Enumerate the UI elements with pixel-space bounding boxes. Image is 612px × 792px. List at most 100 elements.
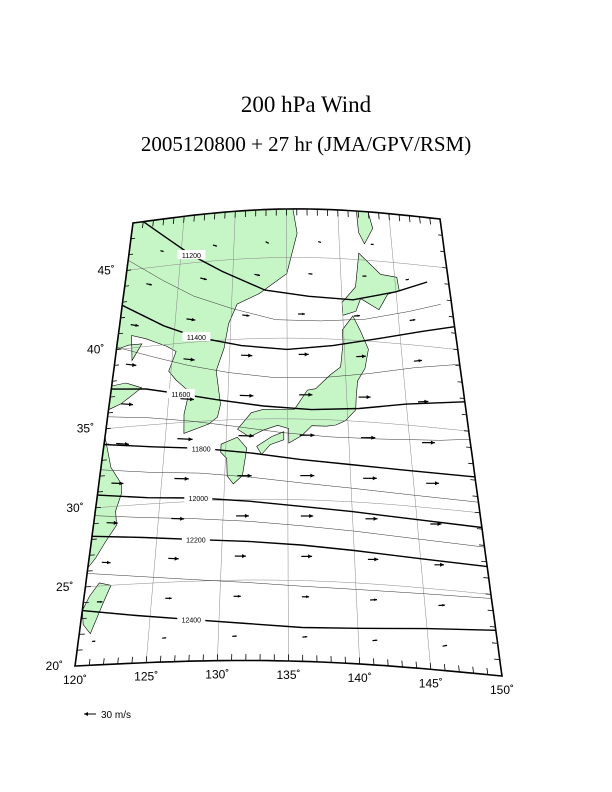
wind-vector-head	[309, 514, 314, 518]
tick	[476, 528, 483, 530]
tick	[439, 218, 442, 226]
wind-vector-head	[418, 359, 422, 363]
tick	[472, 495, 478, 497]
meridian-line	[217, 211, 236, 661]
lat-label: 30˚	[66, 501, 83, 515]
tick	[162, 218, 165, 226]
scale-label: 30 m/s	[101, 710, 131, 721]
tick	[388, 213, 390, 221]
contour-label-bg	[177, 614, 206, 624]
tick	[472, 666, 474, 674]
tick	[494, 658, 500, 661]
wind-vector-head	[190, 357, 195, 362]
tick	[126, 269, 132, 271]
contour-label-bg	[166, 388, 195, 398]
lon-label: 145˚	[419, 676, 443, 690]
wind-vector-head	[308, 554, 313, 559]
tick	[491, 642, 498, 644]
tick	[415, 661, 417, 669]
lon-label: 130˚	[205, 668, 229, 682]
wind-vector-head	[149, 283, 152, 286]
tick	[103, 658, 105, 665]
lon-label: 150˚	[490, 683, 514, 697]
tick	[489, 626, 496, 628]
contour-label: 11200	[182, 253, 201, 260]
land-shikoku	[256, 431, 285, 455]
wind-vector-head	[407, 278, 409, 281]
wind-vector-head	[237, 594, 241, 598]
minor-contour	[127, 259, 441, 322]
wind-vector-head	[124, 442, 129, 446]
wind-vector-head	[442, 603, 445, 607]
wind-vector-head	[319, 241, 321, 243]
wind-vector-head	[191, 317, 196, 322]
tick	[130, 237, 136, 240]
contour-label: 12400	[182, 618, 202, 625]
minor-contour	[116, 346, 460, 378]
meridian-line	[286, 208, 289, 662]
scale-arrow-head	[84, 712, 88, 716]
minor-contour	[100, 469, 479, 503]
lon-label: 135˚	[276, 668, 300, 682]
tick	[444, 664, 446, 671]
contour-line	[91, 535, 488, 568]
tick	[485, 593, 491, 595]
land-hokkaido	[341, 252, 400, 316]
wind-vector-head	[249, 433, 254, 438]
lat-label: 35˚	[77, 422, 94, 436]
height-contours: 11200 11400 11600 11800 12000 12200 12400	[82, 214, 496, 631]
meridian-line	[337, 209, 360, 665]
wind-vector-head	[247, 473, 252, 478]
wind-vector-head	[215, 245, 217, 247]
wind-vector-head	[361, 354, 366, 359]
tick	[398, 214, 401, 222]
wind-vector-head	[203, 277, 207, 281]
tick	[88, 658, 91, 666]
wind-vector-head	[374, 598, 377, 602]
wind-vector-head	[132, 363, 137, 367]
tick	[486, 668, 489, 675]
wind-vector-head	[119, 481, 124, 486]
wind-vector-head	[242, 554, 246, 559]
tick	[470, 479, 476, 481]
tick	[481, 560, 487, 563]
wind-vector-head	[164, 637, 167, 639]
wind-vector-head	[302, 312, 305, 316]
map-subtitle: 2005120800 + 27 hr (JMA/GPV/RSM)	[140, 132, 472, 156]
tick	[124, 285, 130, 287]
lat-label: 20˚	[46, 659, 63, 673]
wind-vectors	[92, 241, 448, 647]
wind-vector-head	[372, 476, 377, 481]
wind-vector-head	[364, 275, 367, 277]
wind-vector-head	[310, 473, 315, 478]
contour-line	[103, 443, 476, 478]
parallel-line	[126, 257, 447, 271]
minor-contour	[94, 515, 485, 548]
wind-vector-head	[435, 481, 439, 486]
contour-line	[121, 304, 455, 351]
vector-scale: 30 m/s	[84, 710, 131, 721]
wind-vector-head	[174, 556, 179, 561]
wind-vector-head	[135, 323, 139, 327]
wind-vector-head	[375, 639, 378, 642]
tick	[132, 222, 138, 224]
lat-label: 45˚	[97, 264, 114, 278]
land-china-coast	[87, 436, 122, 569]
wind-vector-head	[246, 314, 250, 317]
wind-vector-head	[310, 433, 315, 438]
wind-vector-head	[234, 635, 237, 638]
wind-vector-head	[440, 562, 444, 567]
wind-vector-head	[372, 243, 374, 245]
wind-vector-head	[267, 242, 269, 244]
contour-label-bg	[182, 332, 211, 342]
meridian-line	[145, 216, 185, 663]
parallel-line	[85, 579, 491, 595]
land-asia-mainland	[116, 208, 298, 434]
wind-vector-head	[249, 393, 254, 398]
tick	[378, 212, 380, 220]
tick	[408, 215, 411, 223]
tick	[487, 609, 494, 612]
wind-vector-head	[305, 635, 308, 638]
map-title: 200 hPa Wind	[240, 92, 372, 117]
parallel-line	[106, 418, 469, 432]
